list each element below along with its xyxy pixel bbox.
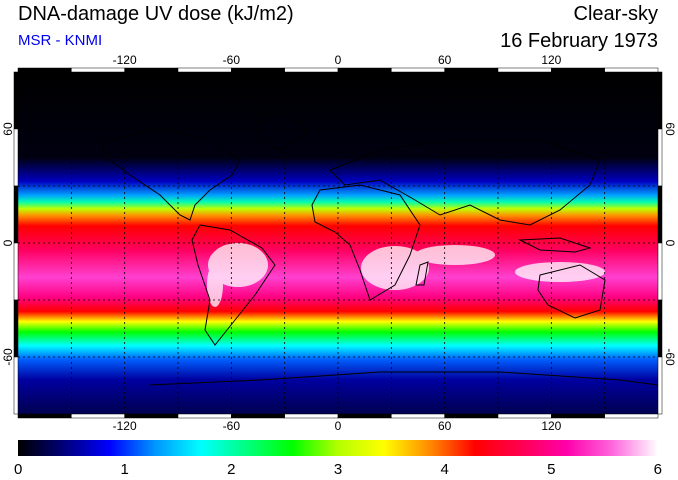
frame-segment-left [13,71,19,130]
lat-tick-label-left: 0 [1,239,15,246]
frame-segment-right [657,71,663,130]
frame-segment-bottom [604,413,659,419]
colorbar-tick-label: 0 [14,461,22,478]
south-america-outline [191,224,276,346]
frame-segment-bottom [71,413,125,419]
frame-segment-bottom [551,413,605,419]
frame-segment-right [657,242,663,301]
frame-segment-right [657,356,663,415]
frame-segment-left [13,242,19,301]
lon-tick-label-top: 0 [335,53,342,67]
frame-segment-left [13,356,19,415]
lon-tick-label-top: -60 [223,53,241,67]
frame-segment-top [284,67,339,73]
frame-segment-top [604,67,659,73]
colorbar-tick-label: 6 [654,461,662,478]
map-frame [13,67,663,419]
frame-segment-top [231,67,285,73]
map-title: DNA-damage UV dose (kJ/m2) [18,3,294,25]
colorbar-labels: 0 1 2 3 4 5 6 [14,461,662,478]
frame-segment-top [444,67,499,73]
frame-segment-top [391,67,445,73]
colorbar-tick-label: 5 [547,461,555,478]
lat-tick-label-left: 60 [1,122,15,136]
antarctica-outline [149,371,659,386]
indonesia-outline [518,237,592,253]
sky-condition-label: Clear-sky [573,3,658,25]
lon-tick-label-bottom: 60 [438,419,452,433]
europe-asia-outline [329,139,601,226]
frame-segment-bottom [284,413,339,419]
frame-segment-top [337,67,392,73]
axis-tick-labels: -120 -120 -60 -60 0 0 60 60 120 120 60 60 0 0 -60 -60 [1,53,677,433]
frame-segment-left [13,185,19,244]
frame-segment-bottom [391,413,445,419]
madagascar-outline [415,261,429,286]
frame-segment-left [13,128,19,187]
frame-segment-right [657,128,663,187]
lon-tick-label-top: -120 [113,53,137,67]
frame-segment-bottom [444,413,499,419]
data-source-label: MSR - KNMI [18,32,103,49]
graticule [18,72,658,414]
date-label: 16 February 1973 [500,30,658,52]
frame-segment-top [497,67,552,73]
colorbar-tick-label: 2 [227,461,235,478]
lon-tick-label-bottom: -60 [223,419,241,433]
frame-segment-right [657,185,663,244]
frame-segment-bottom [177,413,232,419]
colorbar [18,440,658,456]
colorbar-tick-label: 4 [440,461,448,478]
greenland-outline [254,109,306,151]
north-america-outline [99,127,241,221]
frame-segment-bottom [497,413,552,419]
lat-tick-label-left: -60 [1,348,15,366]
frame-segment-bottom [124,413,179,419]
frame-segment-top [177,67,232,73]
lon-tick-label-bottom: -120 [113,419,137,433]
australia-outline [537,264,606,319]
lat-tick-label-right: 60 [663,122,677,136]
frame-segment-top [17,67,72,73]
lon-tick-label-bottom: 120 [541,419,561,433]
lon-tick-label-top: 60 [438,53,452,67]
colorbar-tick-label: 3 [334,461,342,478]
frame-segment-bottom [17,413,72,419]
lat-tick-label-right: -60 [663,348,677,366]
frame-segment-top [124,67,179,73]
lon-tick-label-top: 120 [541,53,561,67]
frame-segment-bottom [231,413,285,419]
frame-segment-top [551,67,605,73]
colorbar-tick-label: 1 [120,461,128,478]
frame-segment-right [657,299,663,358]
frame-segment-top [71,67,125,73]
lat-tick-label-right: 0 [663,240,677,247]
lon-tick-label-bottom: 0 [335,419,342,433]
high-dose-regions [207,243,605,307]
frame-segment-bottom [337,413,392,419]
